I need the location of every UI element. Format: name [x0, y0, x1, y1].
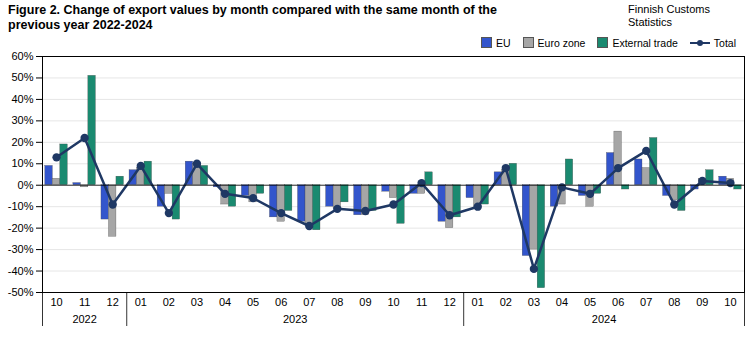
- svg-text:05: 05: [584, 296, 596, 308]
- svg-text:2024: 2024: [592, 313, 616, 325]
- svg-text:2023: 2023: [283, 313, 307, 325]
- svg-text:06: 06: [275, 296, 287, 308]
- svg-text:10: 10: [387, 296, 399, 308]
- svg-text:0%: 0%: [18, 179, 34, 191]
- html-text:EU: EU: [496, 36, 511, 49]
- svg-text:-50%: -50%: [8, 286, 34, 298]
- svg-text:-10%: -10%: [8, 200, 34, 212]
- html-text:Finnish Customs Statistics: Finnish Customs Statistics: [628, 3, 710, 28]
- svg-text:04: 04: [556, 296, 568, 308]
- html-text:Total: Total: [713, 36, 736, 49]
- svg-text:2022: 2022: [72, 313, 96, 325]
- svg-text:20%: 20%: [11, 136, 33, 148]
- svg-text:09: 09: [696, 296, 708, 308]
- svg-text:08: 08: [331, 296, 343, 308]
- svg-text:03: 03: [191, 296, 203, 308]
- svg-text:10%: 10%: [11, 157, 33, 169]
- svg-text:11: 11: [79, 296, 90, 308]
- svg-text:12: 12: [444, 296, 456, 308]
- svg-text:07: 07: [640, 296, 652, 308]
- svg-text:10: 10: [50, 296, 62, 308]
- svg-text:-30%: -30%: [8, 243, 34, 255]
- svg-text:50%: 50%: [11, 71, 33, 83]
- svg-text:04: 04: [219, 296, 231, 308]
- svg-text:08: 08: [668, 296, 680, 308]
- svg-text:01: 01: [472, 296, 484, 308]
- svg-text:-20%: -20%: [8, 222, 34, 234]
- html-text:Euro zone: Euro zone: [537, 36, 586, 49]
- svg-text:09: 09: [359, 296, 371, 308]
- html-text:External trade: External trade: [612, 36, 678, 49]
- svg-text:-40%: -40%: [8, 265, 34, 277]
- svg-text:03: 03: [528, 296, 540, 308]
- svg-text:40%: 40%: [11, 93, 33, 105]
- svg-text:11: 11: [416, 296, 427, 308]
- svg-text:06: 06: [612, 296, 624, 308]
- html-text:Figure 2. Change of export val: Figure 2. Change of export values by mon…: [8, 3, 497, 32]
- svg-text:07: 07: [303, 296, 315, 308]
- svg-text:05: 05: [247, 296, 259, 308]
- svg-text:02: 02: [163, 296, 175, 308]
- svg-text:01: 01: [135, 296, 147, 308]
- svg-text:10: 10: [724, 296, 736, 308]
- svg-text:12: 12: [107, 296, 119, 308]
- svg-text:30%: 30%: [11, 114, 33, 126]
- svg-text:02: 02: [500, 296, 512, 308]
- svg-text:60%: 60%: [11, 50, 33, 62]
